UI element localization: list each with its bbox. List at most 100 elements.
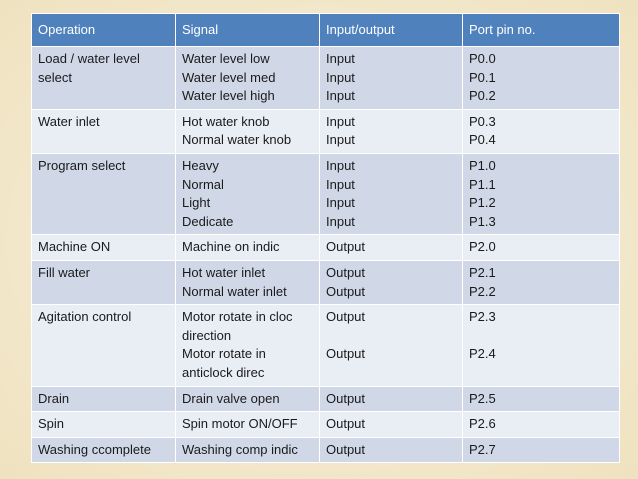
cell-operation: Water inlet: [31, 108, 176, 154]
cell-signal-line: Heavy: [182, 157, 219, 173]
cell-operation-line: Drain: [38, 390, 70, 406]
cell-signal-line: Normal water inlet: [182, 283, 287, 299]
cell-input-output: Output Output: [319, 304, 463, 387]
cell-signal-line: Normal: [182, 176, 224, 192]
cell-input-output: Output Output: [319, 259, 463, 306]
cell-port-pin: P2.0: [462, 234, 620, 261]
cell-port-pin: P1.0 P1.1 P1.2 P1.3: [462, 152, 620, 236]
cell-port-pin-line: P2.0: [469, 239, 496, 255]
cell-signal-line: anticlock direc: [182, 364, 265, 380]
cell-port-pin-line: P2.3: [469, 309, 496, 325]
cell-operation: Drain: [31, 385, 176, 413]
cell-operation-line: Load / water level: [38, 51, 140, 66]
cell-signal-line: Dedicate: [182, 213, 234, 229]
cell-port-pin: P2.5: [462, 385, 620, 413]
table-header-row: Operation Signal Input/output Port pin n…: [31, 13, 620, 47]
cell-signal-line: Normal water knob: [182, 132, 292, 148]
cell-signal: Hot water knob Normal water knob: [175, 108, 320, 154]
header-port-pin: Port pin no.: [462, 13, 620, 47]
cell-input-output-line: Input: [326, 213, 355, 229]
cell-port-pin: P2.6: [462, 411, 620, 438]
cell-input-output-line: Output: [326, 390, 366, 406]
cell-input-output: Input Input Input Input: [319, 152, 463, 236]
cell-input-output-line: Output: [326, 346, 366, 362]
cell-operation: Machine ON: [31, 234, 176, 261]
cell-operation: Program select: [31, 152, 176, 236]
cell-operation-line: Water inlet: [38, 113, 100, 129]
cell-input-output-line: Output: [326, 239, 366, 255]
cell-input-output-line: Output: [326, 283, 366, 299]
cell-signal: Hot water inlet Normal water inlet: [175, 259, 320, 306]
cell-operation-line: Machine ON: [38, 239, 111, 255]
cell-input-output: Input Input: [319, 108, 463, 154]
cell-input-output: Output: [319, 234, 463, 261]
port-pin-table: Operation Signal Input/output Port pin n…: [31, 13, 620, 464]
cell-operation-line: Washing ccomplete: [38, 441, 151, 457]
cell-signal: Heavy Normal Light Dedicate: [175, 152, 320, 236]
cell-input-output-line: Output: [326, 264, 366, 280]
cell-input-output: Output: [319, 436, 463, 464]
cell-port-pin-line: P0.2: [469, 88, 496, 104]
cell-port-pin-line: P2.2: [469, 283, 496, 299]
cell-signal-line: Hot water inlet: [182, 264, 266, 280]
cell-operation-line: Agitation control: [38, 309, 132, 325]
cell-signal: Washing comp indic: [175, 436, 320, 464]
cell-input-output-line: Output: [326, 441, 366, 457]
table-row: Drain Drain valve open Output P2.5: [31, 385, 620, 413]
cell-signal-line: Hot water knob: [182, 113, 270, 129]
table-row: Agitation control Motor rotate in cloc dir…: [31, 304, 620, 387]
cell-port-pin-line: [469, 364, 613, 383]
cell-signal: Drain valve open: [175, 385, 320, 413]
table-row: Spin Spin motor ON/OFF Output P2.6: [31, 411, 620, 438]
cell-operation: Fill water: [31, 259, 176, 306]
cell-input-output-line: Input: [326, 113, 355, 129]
cell-signal-line: Motor rotate in: [182, 346, 266, 362]
cell-signal-line: Motor rotate in cloc: [182, 309, 293, 325]
cell-signal-line: Machine on indic: [182, 239, 280, 255]
header-signal: Signal: [175, 13, 320, 47]
cell-signal-line: direction: [182, 327, 232, 343]
cell-input-output-line: [326, 364, 456, 383]
table-row: Machine ON Machine on indic Output P2.0: [31, 234, 620, 261]
cell-port-pin-line: P2.5: [469, 390, 496, 406]
cell-input-output-line: [326, 327, 456, 346]
cell-operation: Load / water level select: [31, 46, 176, 110]
header-operation: Operation: [31, 13, 176, 47]
cell-signal: Spin motor ON/OFF: [175, 411, 320, 438]
cell-port-pin: P2.3 P2.4: [462, 304, 620, 387]
cell-port-pin: P0.0 P0.1 P0.2: [462, 46, 620, 110]
cell-port-pin-line: P0.0: [469, 51, 496, 66]
table-row: Fill water Hot water inlet Normal water in…: [31, 259, 620, 306]
header-input-output: Input/output: [319, 13, 463, 47]
cell-port-pin-line: P2.6: [469, 416, 496, 432]
cell-input-output-line: Output: [326, 309, 366, 325]
cell-signal-line: Water level med: [182, 69, 276, 85]
cell-operation-line: select: [38, 69, 72, 85]
cell-input-output: Output: [319, 411, 463, 438]
table-row: Load / water level select Water level low W…: [31, 46, 620, 110]
table-row: Program select Heavy Normal Light Dedicate In…: [31, 152, 620, 236]
cell-port-pin-line: P2.7: [469, 441, 496, 457]
cell-operation-line: Program select: [38, 157, 126, 173]
cell-input-output-line: Input: [326, 195, 355, 211]
cell-signal: Water level low Water level med Water leve…: [175, 46, 320, 110]
cell-signal-line: Washing comp indic: [182, 441, 298, 457]
cell-port-pin-line: [469, 327, 613, 346]
cell-input-output-line: Input: [326, 88, 355, 104]
cell-input-output-line: Input: [326, 132, 355, 148]
cell-signal-line: Drain valve open: [182, 390, 280, 406]
cell-input-output-line: Input: [326, 157, 355, 173]
cell-signal-line: Spin motor ON/OFF: [182, 416, 298, 432]
cell-port-pin: P0.3 P0.4: [462, 108, 620, 154]
cell-port-pin-line: P0.4: [469, 132, 496, 148]
cell-operation: Spin: [31, 411, 176, 438]
cell-port-pin: P2.1 P2.2: [462, 259, 620, 306]
table-row: Washing ccomplete Washing comp indic Outpu…: [31, 436, 620, 464]
cell-port-pin-line: P1.3: [469, 213, 496, 229]
cell-input-output: Output: [319, 385, 463, 413]
cell-port-pin-line: P1.0: [469, 157, 496, 173]
cell-operation-line: Spin: [38, 416, 65, 432]
table-body: Load / water level select Water level low W…: [31, 46, 620, 464]
cell-port-pin-line: P0.3: [469, 113, 496, 129]
